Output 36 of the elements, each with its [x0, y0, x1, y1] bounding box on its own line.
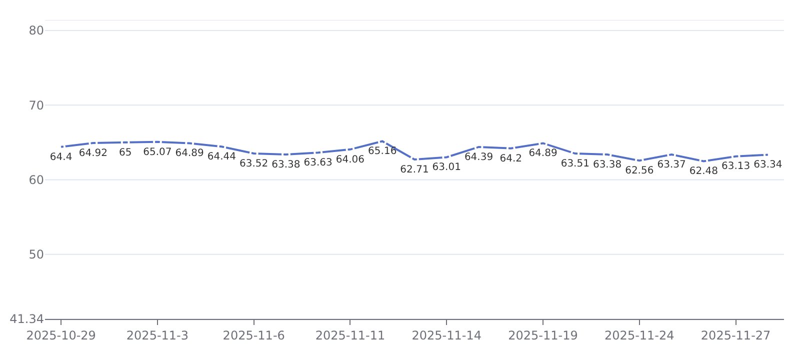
x-tick-label: 2025-11-19: [508, 328, 578, 342]
data-label: 64.4: [50, 152, 72, 163]
data-label: 65.16: [368, 146, 397, 158]
x-tick-label: 2025-10-29: [26, 328, 96, 342]
data-label: 65: [118, 147, 132, 158]
x-tick-label: 2025-11-24: [604, 328, 674, 342]
y-tick-label: 80: [28, 24, 44, 38]
data-label: 64.2: [500, 153, 522, 164]
data-label: 64.89: [175, 148, 204, 160]
data-label: 63.01: [432, 162, 461, 174]
data-label: 63.52: [240, 158, 268, 170]
data-label: 62.56: [625, 165, 654, 176]
data-label: 65.07: [143, 146, 172, 158]
data-label: 63.34: [754, 160, 782, 171]
y-tick-label: 41.34: [10, 312, 44, 326]
x-tick-label: 2025-11-14: [412, 328, 482, 342]
data-label: 62.71: [400, 164, 429, 176]
data-label: 64.39: [464, 152, 494, 163]
data-label: 63.38: [272, 159, 300, 170]
data-label: 63.51: [560, 158, 590, 170]
x-tick-label: 2025-11-11: [315, 328, 386, 342]
data-label: 64.06: [336, 154, 365, 166]
x-tick-label: 2025-11-3: [126, 328, 189, 342]
data-label: 62.48: [689, 166, 718, 178]
data-label: 63.37: [657, 159, 686, 170]
data-label: 64.44: [207, 151, 236, 162]
data-label: 63.38: [592, 159, 622, 170]
x-tick-label: 2025-11-27: [700, 328, 771, 342]
y-tick-label: 70: [28, 98, 44, 112]
data-label: 63.13: [721, 161, 750, 172]
data-label: 63.63: [304, 158, 332, 169]
y-tick-label: 60: [28, 172, 44, 187]
y-tick-label: 50: [28, 248, 44, 262]
data-label: 64.89: [528, 148, 558, 160]
data-label: 64.92: [78, 148, 108, 159]
x-tick-label: 2025-11-6: [222, 328, 285, 342]
